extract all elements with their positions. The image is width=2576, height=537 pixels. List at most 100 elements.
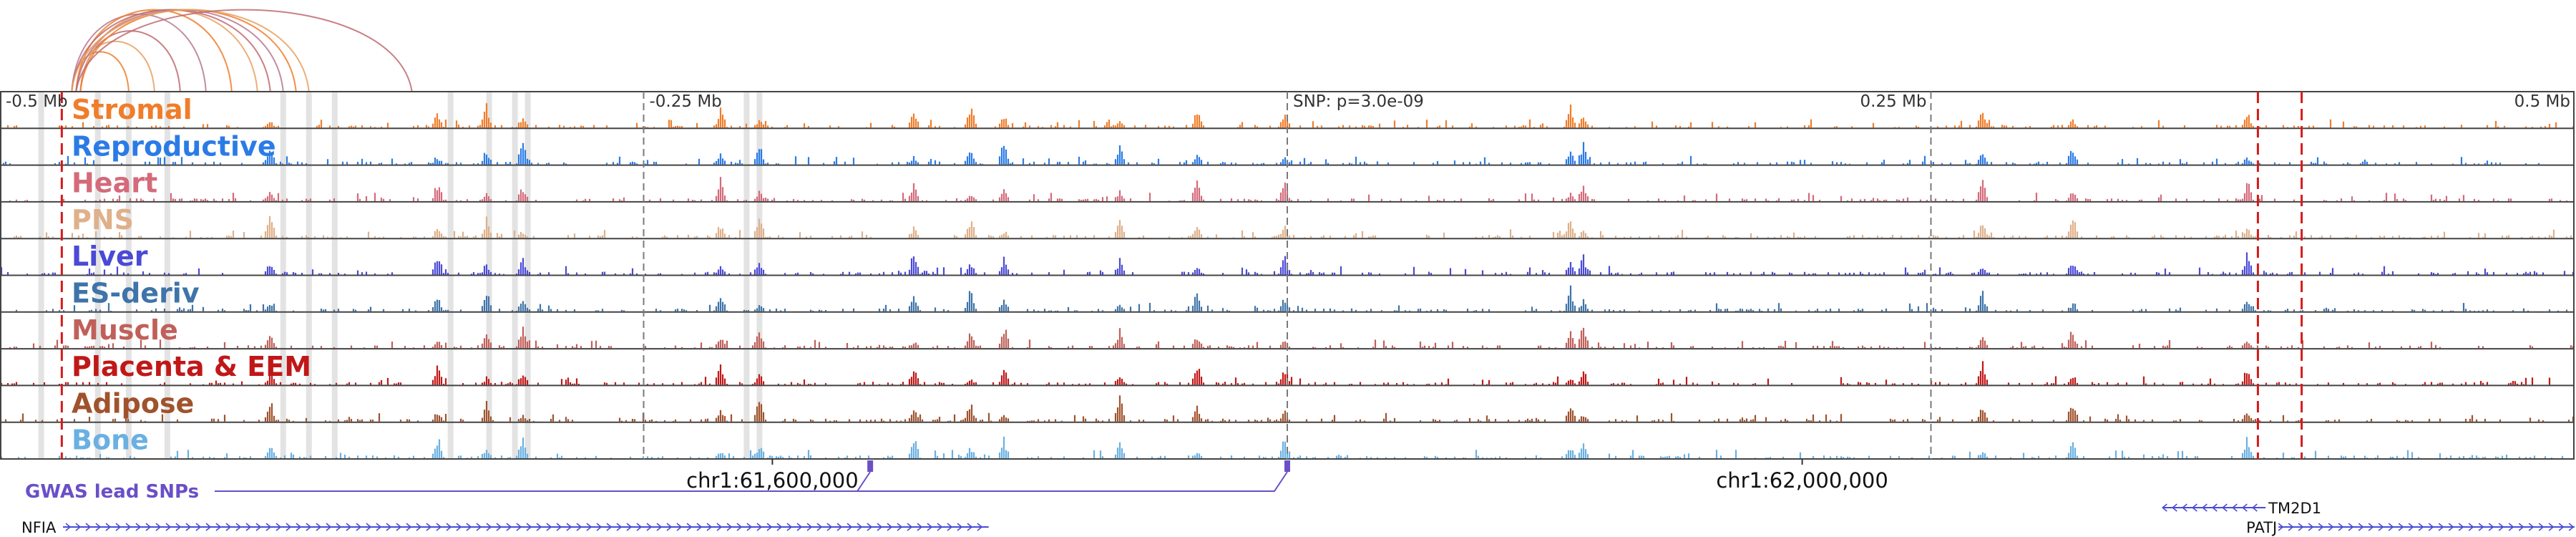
gwas-snp-marker xyxy=(1284,460,1290,472)
strand-chevron xyxy=(265,523,272,531)
strand-chevron xyxy=(255,523,262,531)
track-signal xyxy=(15,285,2568,311)
strand-chevron xyxy=(2508,523,2514,531)
strand-chevron xyxy=(2398,523,2404,531)
strand-chevron xyxy=(2568,523,2575,531)
strand-chevron xyxy=(275,523,282,531)
track-labels: Stromal Reproductive Heart PNS Liver ES-deriv… xyxy=(72,94,311,456)
strand-chevron xyxy=(2338,523,2344,531)
gwas-label: GWAS lead SNPs xyxy=(25,481,199,503)
strand-chevron xyxy=(576,523,582,531)
strand-chevron xyxy=(2478,523,2484,531)
strand-chevron xyxy=(686,523,693,531)
strand-chevron xyxy=(2388,523,2394,531)
strand-chevron xyxy=(286,523,292,531)
track-muscle xyxy=(0,311,2575,349)
strand-chevron xyxy=(806,523,813,531)
strand-chevron xyxy=(726,523,733,531)
track-signal xyxy=(2,142,2540,165)
strand-chevron xyxy=(877,523,883,531)
track-label: Adipose xyxy=(72,387,194,419)
strand-chevron xyxy=(756,523,763,531)
axis-label: -0.25 Mb xyxy=(650,92,722,111)
gene-label: PATJ xyxy=(2246,519,2277,536)
strand-chevron xyxy=(476,523,482,531)
strand-chevron xyxy=(546,523,552,531)
strand-chevron xyxy=(2192,503,2197,512)
strand-chevron xyxy=(2498,523,2504,531)
strand-chevron xyxy=(496,523,502,531)
strand-chevron xyxy=(696,523,703,531)
strand-chevron xyxy=(927,523,933,531)
strand-chevron xyxy=(636,523,643,531)
strand-chevron xyxy=(626,523,633,531)
strand-chevron xyxy=(947,523,953,531)
gene-label: NFIA xyxy=(21,519,57,536)
strand-chevron xyxy=(2418,523,2424,531)
gene-patj: PATJ xyxy=(2246,519,2575,536)
strand-chevron xyxy=(836,523,843,531)
strand-chevron xyxy=(2308,523,2314,531)
strand-chevron xyxy=(2212,503,2218,512)
strand-chevron xyxy=(977,523,983,531)
strand-chevron xyxy=(646,523,653,531)
track-signal xyxy=(9,177,2568,201)
strand-chevron xyxy=(2288,523,2294,531)
track-signal xyxy=(6,103,2575,128)
strand-chevron xyxy=(2202,503,2207,512)
arc xyxy=(75,9,413,92)
strand-chevron xyxy=(2298,523,2304,531)
strand-chevron xyxy=(847,523,853,531)
strand-chevron xyxy=(776,523,783,531)
strand-chevron xyxy=(796,523,803,531)
strand-chevron xyxy=(2448,523,2454,531)
strand-chevron xyxy=(506,523,512,531)
strand-chevron xyxy=(2368,523,2374,531)
strand-chevron xyxy=(2558,523,2565,531)
arc xyxy=(71,9,310,92)
strand-chevron xyxy=(596,523,602,531)
strand-chevron xyxy=(85,523,92,531)
axis-label: -0.5 Mb xyxy=(6,92,68,111)
strand-chevron xyxy=(175,523,182,531)
strand-chevron xyxy=(2458,523,2464,531)
interaction-arcs xyxy=(71,9,413,92)
strand-chevron xyxy=(2172,503,2177,512)
strand-chevron xyxy=(406,523,412,531)
strand-chevron xyxy=(195,523,202,531)
strand-chevron xyxy=(456,523,462,531)
strand-chevron xyxy=(155,523,162,531)
strand-chevron xyxy=(967,523,973,531)
gwas-connector xyxy=(215,471,1288,492)
strand-chevron xyxy=(486,523,492,531)
strand-chevron xyxy=(326,523,332,531)
strand-chevron xyxy=(466,523,472,531)
strand-chevron xyxy=(676,523,683,531)
strand-chevron xyxy=(2222,503,2228,512)
strand-chevron xyxy=(897,523,903,531)
strand-chevron xyxy=(2358,523,2364,531)
track-label: Heart xyxy=(72,168,157,199)
strand-chevron xyxy=(2468,523,2474,531)
strand-chevron xyxy=(616,523,623,531)
coordinate-label: chr1:62,000,000 xyxy=(1716,468,1888,493)
strand-chevron xyxy=(416,523,422,531)
gwas-snp-marker xyxy=(867,460,874,472)
axis-label: 0.5 Mb xyxy=(2514,92,2570,111)
strand-chevron xyxy=(826,523,833,531)
track-signal xyxy=(0,436,2564,458)
track-label: Stromal xyxy=(72,94,192,125)
strand-chevron xyxy=(356,523,362,531)
strand-chevron xyxy=(907,523,913,531)
strand-chevron xyxy=(436,523,442,531)
strand-chevron xyxy=(606,523,613,531)
strand-chevron xyxy=(346,523,352,531)
strand-chevron xyxy=(2488,523,2494,531)
strand-chevron xyxy=(95,523,102,531)
strand-chevron xyxy=(736,523,743,531)
strand-chevron xyxy=(446,523,452,531)
strand-chevron xyxy=(536,523,542,531)
track-label: Liver xyxy=(72,241,148,272)
track-label: Placenta & EEM xyxy=(72,351,311,382)
